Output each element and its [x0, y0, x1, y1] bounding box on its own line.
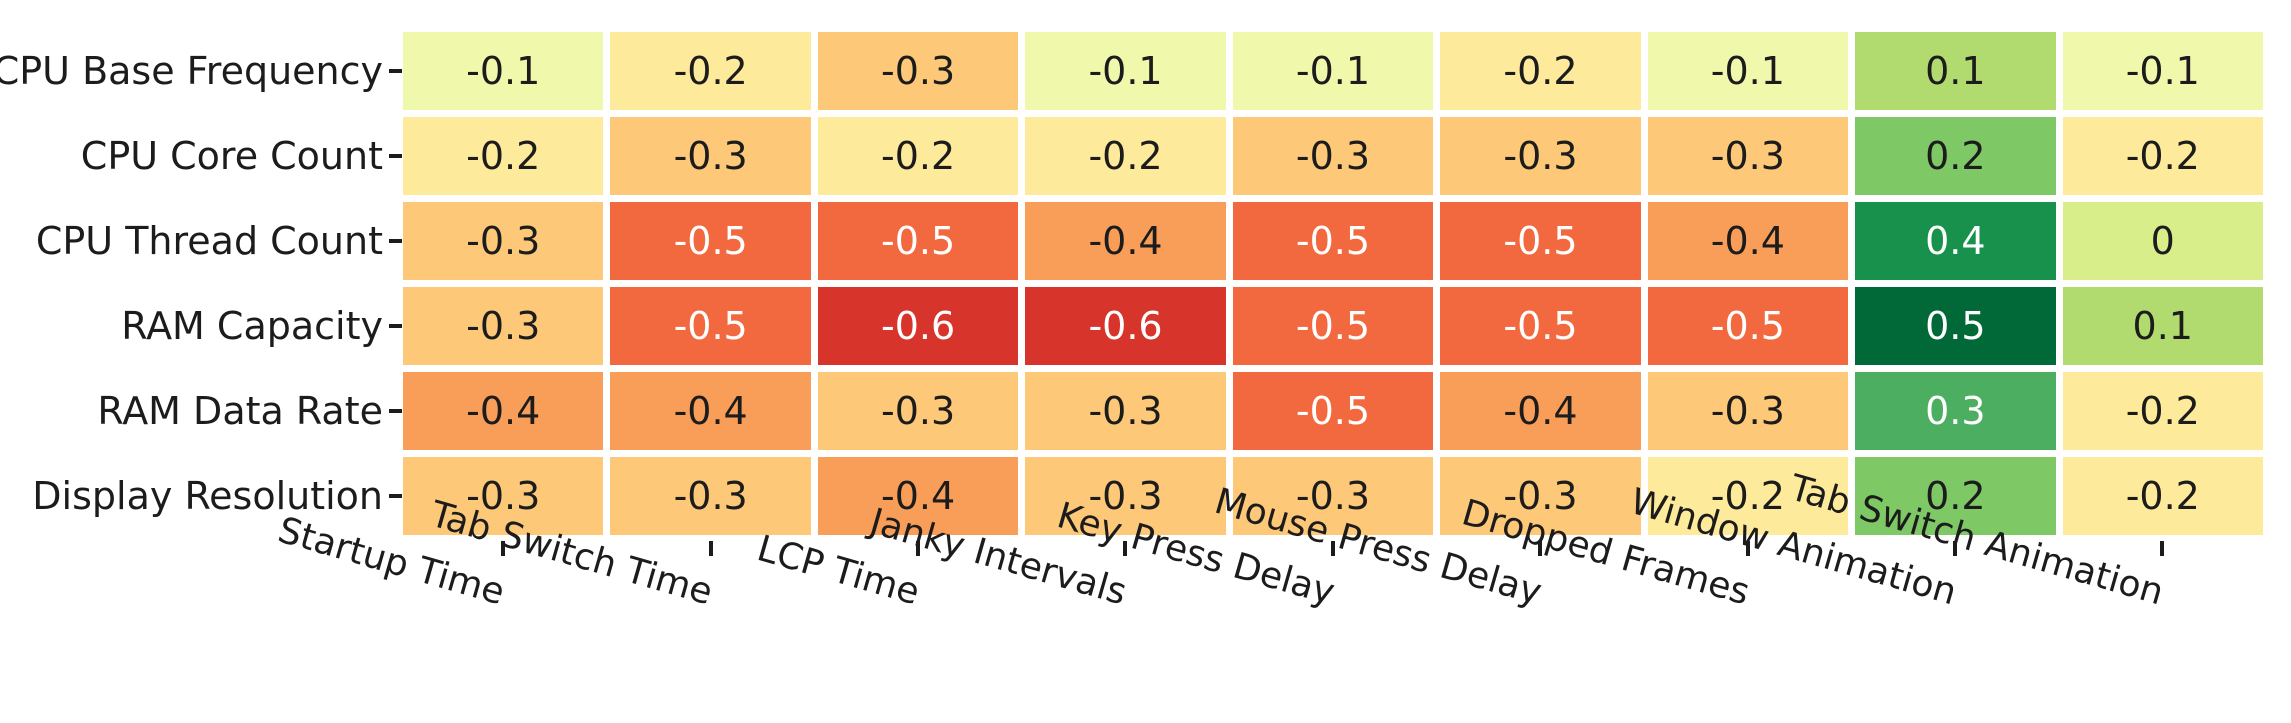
heatmap-grid: -0.1 -0.2 -0.3 -0.1 -0.1 -0.2 -0.1 0.1 -0.1 -0.2-…: [403, 32, 2263, 535]
y-tick-mark: [389, 494, 402, 498]
y-tick-label: CPU Base Frequency: [0, 49, 383, 93]
y-tick-label: RAM Data Rate: [97, 389, 383, 433]
heatmap-cell: -0.3: [817, 32, 1019, 110]
x-tick-mark: [501, 541, 506, 556]
heatmap-cell: -0.3: [1025, 457, 1226, 535]
heatmap-cell: -0.5: [610, 202, 811, 280]
heatmap-cell: -0.4: [1647, 202, 1849, 280]
heatmap-cell: -0.3: [1647, 372, 1849, 450]
heatmap-cell: -0.3: [1232, 457, 1434, 535]
heatmap-cell: -0.3: [610, 117, 811, 195]
heatmap-cell: -0.1: [1232, 32, 1434, 110]
heatmap-cell: -0.1: [1647, 32, 1849, 110]
heatmap-cell: 0.3: [1855, 372, 2056, 450]
heatmap-cell: -0.3: [1440, 457, 1641, 535]
y-tick-mark: [389, 409, 402, 413]
y-tick-label: Display Resolution: [32, 474, 383, 518]
heatmap-cell: -0.2: [2062, 372, 2263, 450]
x-tick-mark: [1953, 541, 1957, 556]
x-tick-mark: [708, 541, 713, 556]
heatmap-cell: -0.4: [610, 372, 811, 450]
heatmap-cell: -0.5: [1232, 372, 1434, 450]
heatmap-cell: -0.3: [817, 372, 1019, 450]
heatmap-cell: -0.3: [1440, 117, 1641, 195]
heatmap-cell: -0.3: [1232, 117, 1434, 195]
heatmap-cell: -0.3: [1647, 117, 1849, 195]
heatmap-cell: -0.3: [403, 287, 604, 365]
heatmap-cell: -0.5: [817, 202, 1019, 280]
heatmap-cell: 0.4: [1855, 202, 2056, 280]
heatmap-cell: -0.2: [403, 117, 604, 195]
heatmap-cell: 0.2: [1855, 457, 2056, 535]
x-tick-mark: [1745, 541, 1750, 556]
y-tick-mark: [389, 69, 402, 73]
x-tick-mark: [916, 541, 920, 556]
heatmap-cell: -0.1: [1025, 32, 1226, 110]
x-tick-mark: [1123, 541, 1128, 556]
heatmap-cell: -0.5: [1232, 202, 1434, 280]
heatmap-cell: -0.1: [403, 32, 604, 110]
heatmap-cell: -0.3: [403, 202, 604, 280]
y-tick-mark: [389, 154, 402, 158]
heatmap-cell: -0.2: [1025, 117, 1226, 195]
heatmap-cell: -0.4: [1025, 202, 1226, 280]
heatmap-cell: -0.5: [1440, 287, 1641, 365]
heatmap-cell: 0.1: [2062, 287, 2263, 365]
heatmap-cell: -0.4: [817, 457, 1019, 535]
x-tick-mark: [2160, 541, 2165, 556]
heatmap-cell: 0: [2062, 202, 2263, 280]
heatmap-cell: -0.5: [1440, 202, 1641, 280]
heatmap-cell: -0.2: [1647, 457, 1849, 535]
heatmap-cell: -0.1: [2062, 32, 2263, 110]
heatmap-cell: -0.3: [1025, 372, 1226, 450]
y-tick-label: RAM Capacity: [121, 304, 383, 348]
heatmap-cell: -0.2: [817, 117, 1019, 195]
heatmap-cell: 0.5: [1855, 287, 2056, 365]
heatmap-cell: -0.3: [403, 457, 604, 535]
heatmap-cell: -0.5: [1232, 287, 1434, 365]
heatmap-cell: -0.6: [1025, 287, 1226, 365]
heatmap-cell: -0.2: [2062, 457, 2263, 535]
y-tick-label: CPU Thread Count: [35, 219, 383, 263]
heatmap-cell: 0.1: [1855, 32, 2056, 110]
y-tick-mark: [389, 324, 402, 328]
y-tick-mark: [389, 239, 402, 243]
heatmap-cell: -0.2: [2062, 117, 2263, 195]
x-tick-mark: [1538, 541, 1543, 556]
heatmap-cell: -0.6: [817, 287, 1019, 365]
heatmap-cell: 0.2: [1855, 117, 2056, 195]
y-tick-label: CPU Core Count: [80, 134, 383, 178]
heatmap-cell: -0.5: [1647, 287, 1849, 365]
heatmap-cell: -0.4: [403, 372, 604, 450]
heatmap-cell: -0.2: [610, 32, 811, 110]
heatmap-cell: -0.5: [610, 287, 811, 365]
heatmap-cell: -0.2: [1440, 32, 1641, 110]
heatmap-cell: -0.3: [610, 457, 811, 535]
x-tick-mark: [1330, 541, 1335, 556]
heatmap-cell: -0.4: [1440, 372, 1641, 450]
